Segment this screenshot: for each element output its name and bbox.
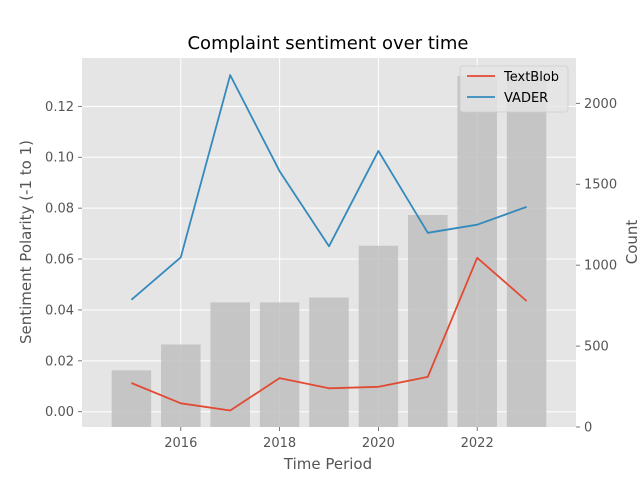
bar-2019 — [309, 297, 349, 427]
y2-tick-label: 1000 — [584, 259, 617, 274]
y-tick-label: 0.12 — [45, 100, 74, 115]
x-tick-label: 2022 — [461, 436, 494, 451]
lines-group — [130, 74, 528, 412]
y2-tick-label: 1500 — [584, 178, 617, 193]
x-tick-label: 2018 — [263, 436, 296, 451]
x-axis-ticks: 2016 2018 2020 2022 — [164, 427, 494, 451]
bar-2021 — [408, 214, 448, 427]
bar-2016 — [161, 344, 201, 427]
bar-2015 — [111, 370, 152, 427]
y-tick-label: 0.06 — [45, 253, 74, 268]
bar-2023 — [506, 75, 547, 427]
x-tick-label: 2020 — [362, 436, 395, 451]
y2-tick-label: 2000 — [584, 97, 617, 112]
bars-group — [111, 75, 547, 427]
y-tick-label: 0.00 — [45, 405, 74, 420]
y-tick-label: 0.08 — [45, 202, 74, 217]
legend-label-vader: VADER — [504, 91, 548, 106]
y-tick-label: 0.10 — [45, 151, 74, 166]
y-axis-label: Sentiment Polarity (-1 to 1) — [17, 140, 35, 344]
y2-axis-label: Count — [623, 220, 640, 265]
legend-box — [459, 65, 569, 113]
y-axis-ticks: 0.00 0.02 0.04 0.06 0.08 0.10 0.12 — [45, 100, 82, 420]
y-tick-label: 0.04 — [45, 303, 74, 318]
x-tick-label: 2016 — [164, 436, 197, 451]
y2-tick-label: 0 — [584, 421, 592, 436]
y2-axis-ticks: 0 500 1000 1500 2000 — [576, 97, 617, 436]
bar-2020 — [358, 245, 399, 427]
y2-tick-label: 500 — [584, 340, 609, 355]
y-tick-label: 0.02 — [45, 354, 74, 369]
legend: TextBlob VADER — [459, 65, 569, 113]
chart-title: Complaint sentiment over time — [187, 33, 468, 54]
bar-2017 — [210, 302, 250, 427]
legend-label-textblob: TextBlob — [503, 70, 559, 85]
bar-2018 — [259, 302, 300, 427]
bar-2022 — [457, 75, 497, 427]
x-axis-label: Time Period — [283, 455, 372, 473]
